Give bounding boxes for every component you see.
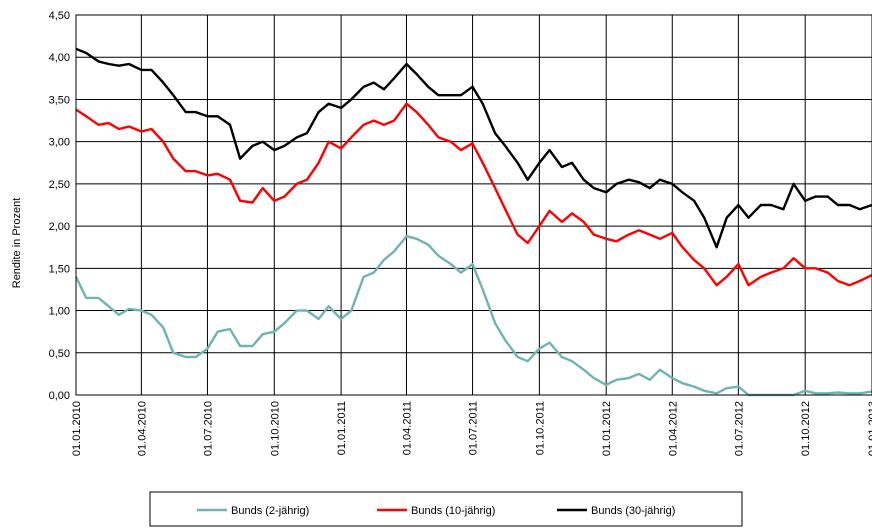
x-tick-label: 01.01.2011: [336, 401, 348, 455]
x-tick-label: 01.04.2011: [401, 401, 413, 455]
x-tick-label: 01.07.2010: [202, 401, 214, 456]
x-tick-label: 01.04.2012: [667, 401, 679, 456]
x-tick-label: 01.07.2012: [733, 401, 745, 456]
x-tick-label: 01.07.2011: [468, 401, 480, 455]
x-tick-label: 01.01.2013: [867, 401, 872, 456]
series-line-3: [75, 47, 872, 249]
legend-label-1: Bunds (2-jährig): [231, 505, 309, 517]
y-tick-label: 1,00: [49, 306, 70, 318]
legend-box: [149, 491, 743, 527]
series-line-2: [75, 102, 872, 287]
legend-label-2: Bunds (10-jährig): [411, 505, 495, 517]
y-axis-tick-labels: 0,00 0,50 1,00 1,50 2,00 2,50 3,00 3,50 4,00 4,50: [49, 10, 70, 402]
x-tick-label: 01.04.2010: [136, 401, 148, 456]
y-tick-label: 0,00: [49, 390, 70, 402]
series-line-1: [74, 234, 872, 397]
legend: Bunds (2-jährig) Bunds (10-jährig) Bunds (…: [149, 491, 743, 527]
x-tick-label: 01.01.2012: [601, 401, 613, 456]
x-axis-tick-labels: 01.01.2010 01.04.2010 01.07.2010 01.10.2010…: [71, 401, 872, 456]
plot-area-border: [75, 14, 872, 396]
legend-label-3: Bunds (30-jährig): [591, 505, 675, 517]
y-tick-label: 1,50: [49, 263, 70, 275]
y-tick-label: 2,50: [49, 179, 70, 191]
y-tick-label: 3,00: [49, 137, 70, 149]
y-axis-label: Rendite in Prozent: [11, 198, 23, 289]
x-tick-label: 01.10.2011: [534, 401, 546, 455]
y-tick-label: 3,50: [49, 94, 70, 106]
x-tick-label: 01.10.2010: [269, 401, 281, 456]
y-tick-label: 0,50: [49, 348, 70, 360]
y-tick-label: 4,50: [49, 10, 70, 22]
y-tick-label: 4,00: [49, 52, 70, 64]
x-tick-label: 01.01.2010: [71, 401, 83, 456]
x-tick-label: 01.10.2012: [800, 401, 812, 456]
series-lines: [74, 47, 872, 397]
grid-lines: [75, 14, 872, 396]
y-tick-label: 2,00: [49, 221, 70, 233]
